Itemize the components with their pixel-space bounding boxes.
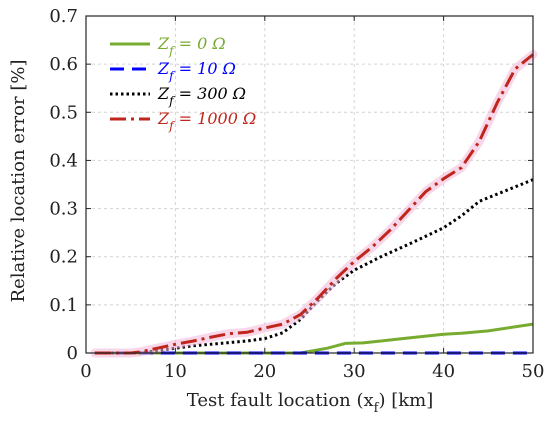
x-tick-label: 50 [522,361,545,382]
tick-labels: 0 10 20 30 40 50 0 0.1 0.2 0.3 0.4 0.5 0.6 0.7 [49,6,544,382]
y-tick-label: 0.5 [49,102,78,123]
x-tick-label: 40 [432,361,455,382]
y-tick-label: 0.1 [49,295,78,316]
x-tick-label: 0 [80,361,91,382]
y-tick-label: 0.3 [49,199,78,220]
axes [85,15,534,354]
y-tick-label: 0 [67,343,78,364]
legend-label-2: Zf = 300 Ω [157,84,246,108]
series-line-3 [94,53,534,355]
x-tick-label: 20 [253,361,276,382]
y-tick-label: 0.6 [49,54,78,75]
legend-label-0: Zf = 0 Ω [157,34,226,58]
y-tick-label: 0.4 [49,150,78,171]
x-axis-label: Test fault location (xf) [km] [187,390,433,416]
series-line-2 [94,178,534,355]
x-tick-label: 10 [164,361,187,382]
y-axis-label: Relative location error [%] [8,60,29,303]
x-tick-label: 30 [343,361,366,382]
legend: Zf = 0 ΩZf = 10 ΩZf = 300 ΩZf = 1000 Ω [110,34,256,133]
legend-label-3: Zf = 1000 Ω [157,109,256,133]
legend-label-1: Zf = 10 Ω [157,59,236,83]
plot-frame [85,15,534,354]
y-tick-label: 0.2 [49,247,78,268]
y-tick-label: 0.7 [49,6,78,27]
